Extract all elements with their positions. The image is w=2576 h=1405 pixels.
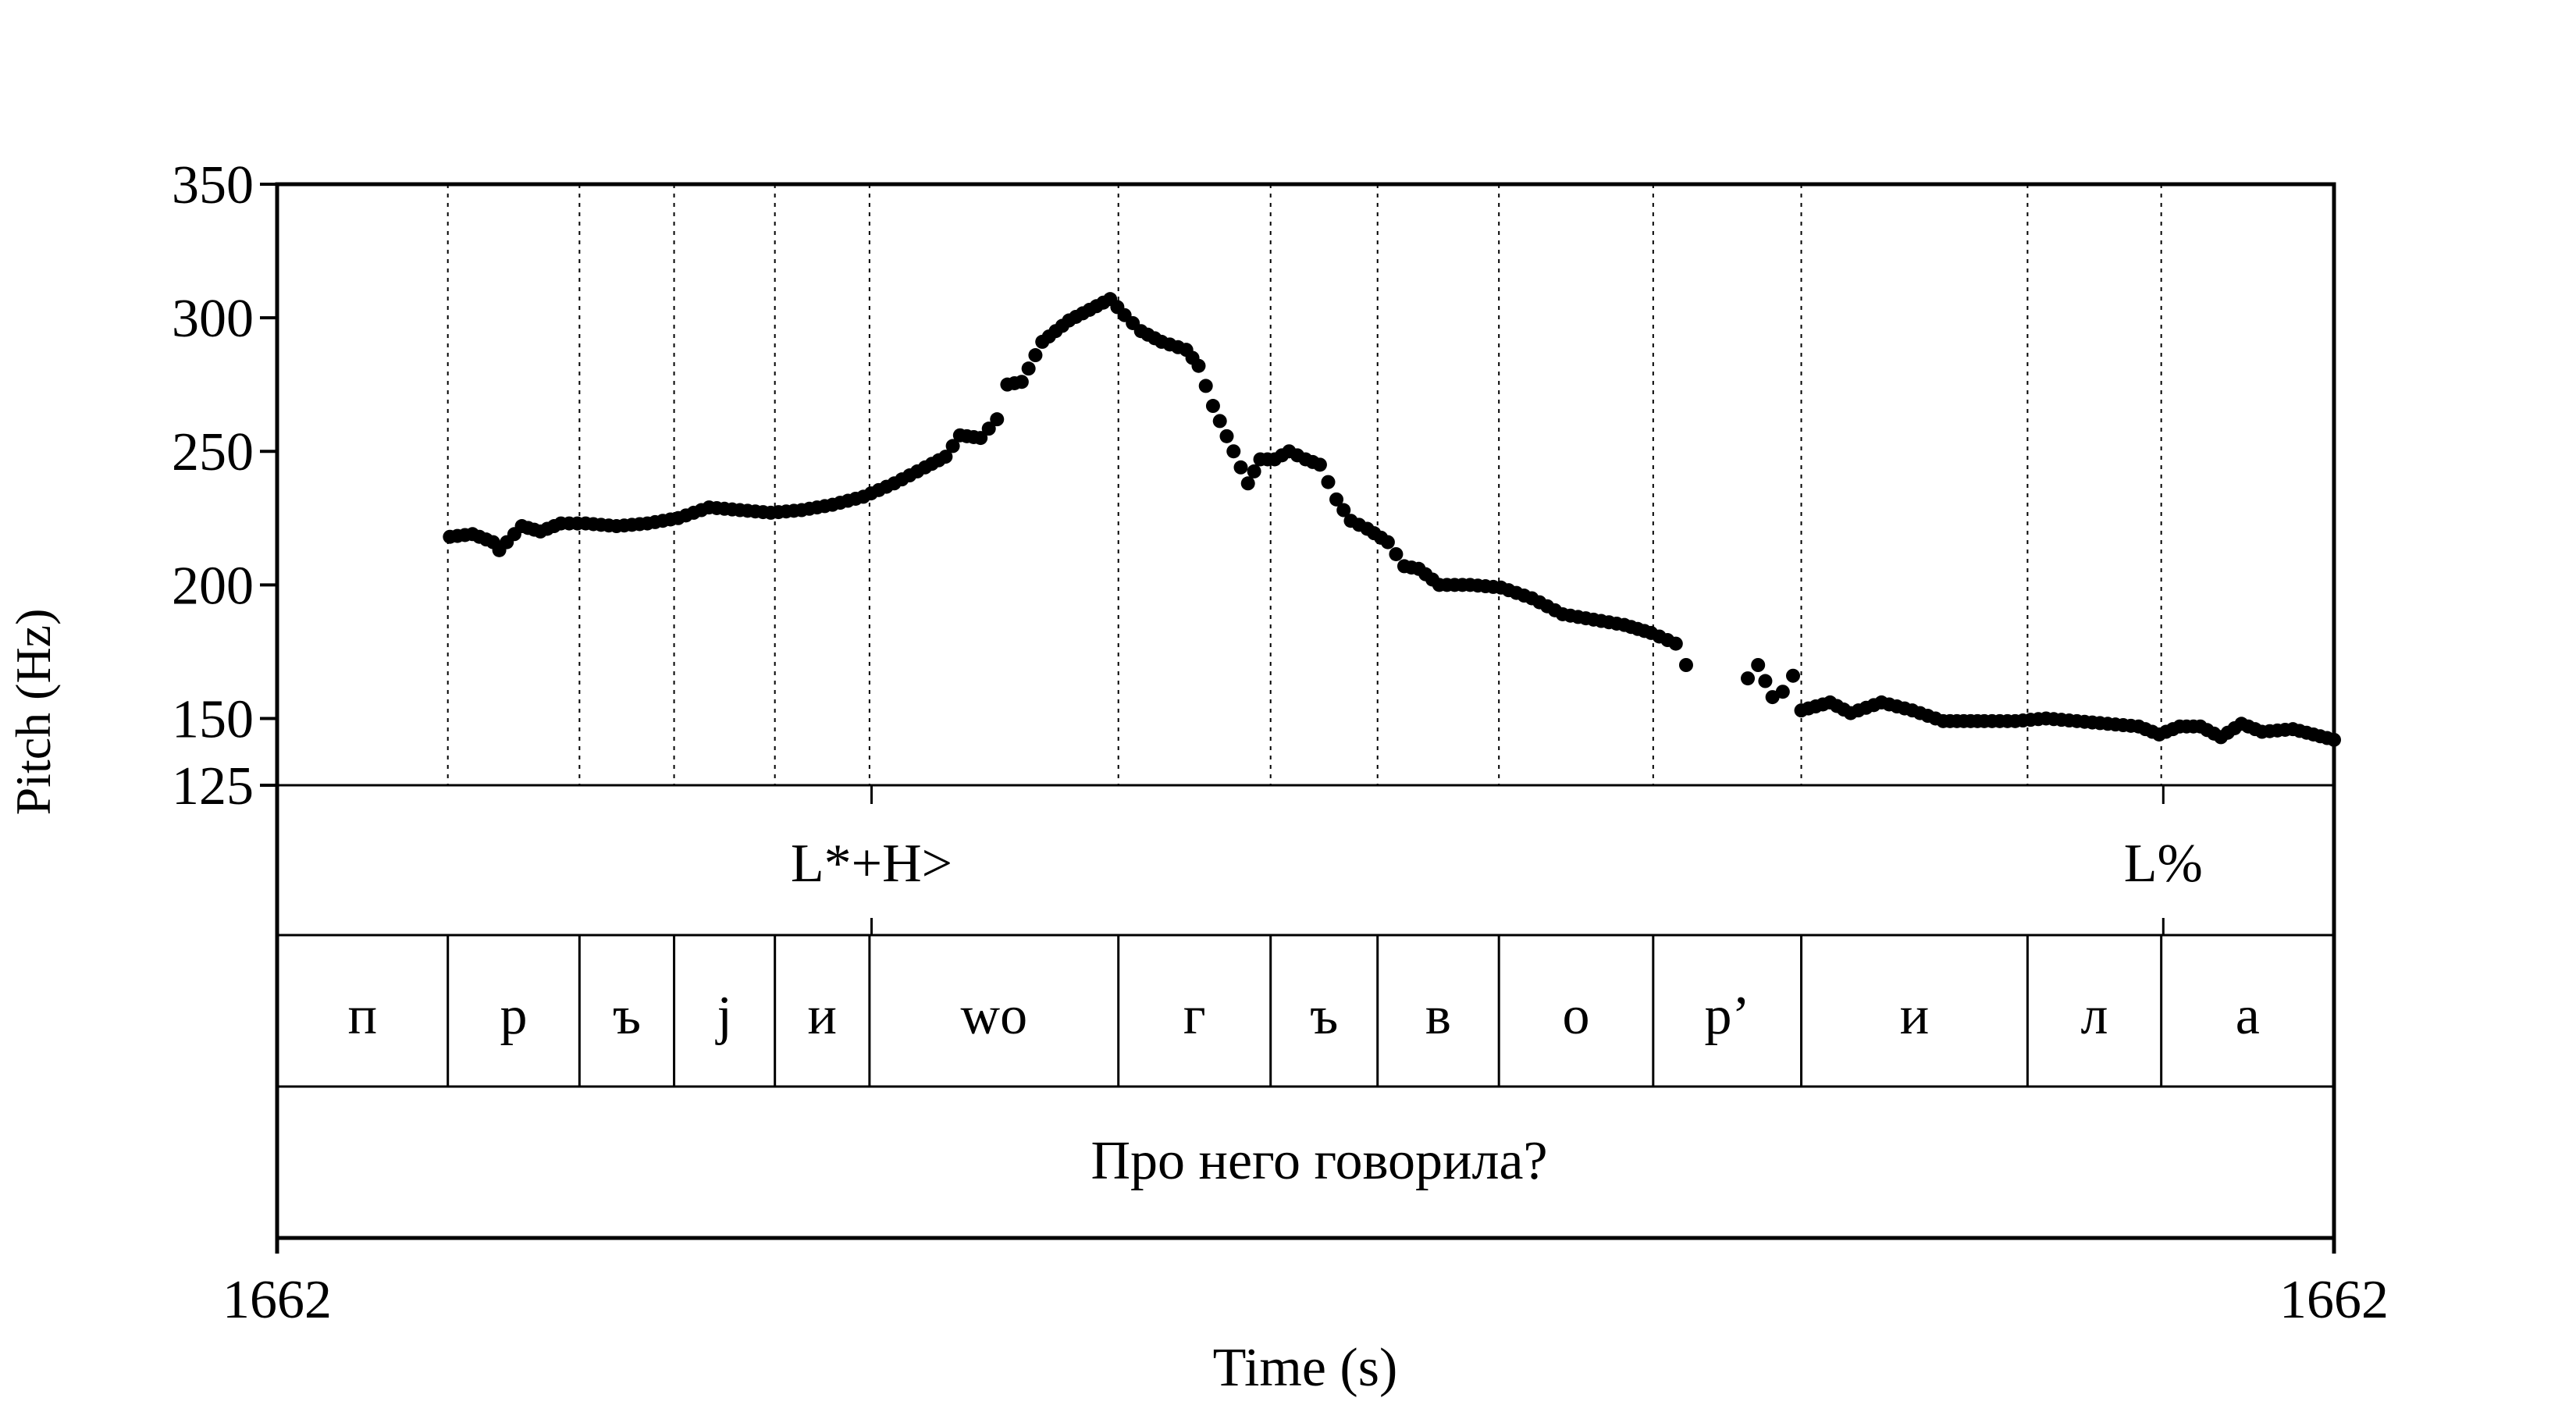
segment-grid bbox=[447, 184, 2163, 1087]
pitch-point bbox=[1233, 460, 1248, 475]
y-axis-label: Pitch (Hz) bbox=[5, 609, 61, 816]
pitch-point bbox=[1321, 475, 1336, 489]
y-tick-label: 300 bbox=[172, 289, 254, 349]
pitch-point bbox=[1775, 685, 1790, 699]
tone-tier: L*+H> L% bbox=[791, 785, 2203, 935]
pitch-series bbox=[443, 292, 2341, 747]
pitch-point bbox=[1329, 492, 1344, 507]
sentence-label: Про него говорила? bbox=[1091, 1131, 1547, 1191]
segment-label: и bbox=[808, 986, 837, 1046]
y-tick-label: 125 bbox=[172, 756, 254, 816]
tone-label: L% bbox=[2124, 834, 2203, 894]
segment-label: в bbox=[1425, 986, 1451, 1046]
tone-label: L*+H> bbox=[791, 834, 952, 894]
pitch-point bbox=[1191, 358, 1206, 373]
y-axis: 350 300 250 200 150 125 bbox=[172, 155, 277, 816]
pitch-point bbox=[1021, 361, 1036, 376]
segment-label: ъ bbox=[1310, 986, 1338, 1046]
pitch-point bbox=[1205, 399, 1220, 414]
pitch-point bbox=[1758, 674, 1773, 688]
pitch-point bbox=[1678, 658, 1693, 672]
pitch-point bbox=[1212, 414, 1227, 429]
pitch-point bbox=[938, 450, 953, 464]
segment-label: р bbox=[500, 986, 528, 1046]
segment-label: и bbox=[1900, 986, 1929, 1046]
pitch-point bbox=[981, 422, 996, 436]
y-tick-label: 350 bbox=[172, 155, 254, 215]
pitch-point bbox=[973, 431, 988, 446]
segment-label: г bbox=[1183, 986, 1206, 1046]
pitch-point bbox=[1226, 444, 1241, 459]
y-tick-label: 200 bbox=[172, 556, 254, 616]
pitch-point bbox=[1389, 546, 1404, 561]
y-tick-label: 250 bbox=[172, 422, 254, 482]
segment-label: р’ bbox=[1705, 986, 1750, 1046]
segment-label: wo bbox=[961, 986, 1028, 1046]
pitch-point bbox=[1336, 503, 1351, 518]
segment-label: j bbox=[714, 986, 731, 1046]
pitch-point bbox=[1741, 671, 1756, 686]
pitch-point bbox=[1751, 658, 1766, 672]
y-tick-label: 150 bbox=[172, 689, 254, 749]
pitch-point bbox=[1219, 429, 1234, 443]
pitch-point bbox=[1028, 348, 1043, 363]
x-axis-label: Time (s) bbox=[1213, 1338, 1398, 1398]
segment-label: ъ bbox=[613, 986, 641, 1046]
pitch-point bbox=[1668, 636, 1683, 651]
pitch-point bbox=[1240, 476, 1255, 491]
pitch-point bbox=[1380, 535, 1395, 550]
x-tick-label-end: 1662 bbox=[2279, 1270, 2389, 1330]
x-tick-label-start: 1662 bbox=[222, 1270, 332, 1330]
segment-tier: п р ъ j и wo г ъ в о р’ и л а bbox=[348, 986, 2260, 1046]
segment-label: о bbox=[1563, 986, 1590, 1046]
pitch-point bbox=[1014, 375, 1029, 389]
segment-label: а bbox=[2236, 986, 2260, 1046]
plot-frame bbox=[275, 182, 2336, 1240]
pitch-point bbox=[1198, 379, 1213, 393]
pitch-point bbox=[1312, 457, 1327, 472]
pitch-point bbox=[990, 412, 1005, 427]
segment-label: п bbox=[348, 986, 377, 1046]
pitch-point bbox=[1785, 668, 1800, 683]
pitch-point bbox=[1247, 464, 1261, 478]
segment-label: л bbox=[2081, 986, 2108, 1046]
pitch-point bbox=[945, 439, 960, 454]
